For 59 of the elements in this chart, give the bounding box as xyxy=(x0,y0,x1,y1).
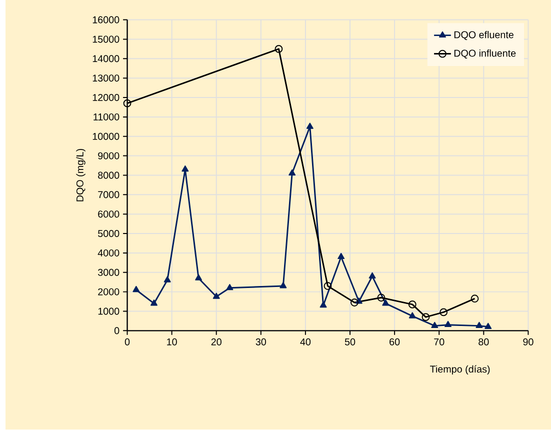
point xyxy=(338,253,345,260)
point xyxy=(182,166,189,172)
legend-label: DQO efluente xyxy=(454,31,514,40)
legend-label: DQO influente xyxy=(454,50,516,59)
point xyxy=(320,302,327,308)
point xyxy=(195,274,202,281)
y-tick-label: 10000 xyxy=(92,133,120,140)
point xyxy=(306,122,314,130)
point xyxy=(382,300,390,306)
point xyxy=(132,286,140,292)
y-tick-label: 9000 xyxy=(98,152,120,160)
y-tick-label: 15000 xyxy=(92,36,120,43)
point xyxy=(440,308,448,316)
y-tick-label: 7000 xyxy=(98,191,120,198)
x-tick-label: 10 xyxy=(167,338,177,346)
x-tick-label: 20 xyxy=(211,338,222,346)
x-tick-label: 30 xyxy=(256,338,266,346)
x-axis-title: Tiempo (días) xyxy=(430,365,490,375)
x-tick-label: 50 xyxy=(344,338,356,346)
point xyxy=(408,312,416,318)
y-tick-label: 6000 xyxy=(98,210,120,218)
y-tick-label: 0 xyxy=(114,327,120,334)
point xyxy=(164,276,171,283)
point xyxy=(476,322,483,328)
point xyxy=(408,300,416,309)
y-tick-label: 16000 xyxy=(92,16,120,24)
point xyxy=(150,300,158,306)
point xyxy=(212,292,220,300)
point xyxy=(123,100,132,108)
point xyxy=(422,313,430,322)
point xyxy=(324,282,332,290)
x-tick-label: 80 xyxy=(478,338,489,346)
point xyxy=(484,322,492,330)
y-tick-label: 2000 xyxy=(98,288,120,296)
point xyxy=(431,322,438,328)
y-tick-label: 5000 xyxy=(98,230,120,238)
y-tick-label: 1000 xyxy=(98,308,120,315)
point xyxy=(377,294,386,302)
point xyxy=(274,45,283,54)
y-tick-label: 11000 xyxy=(94,114,120,121)
point xyxy=(350,298,358,307)
point xyxy=(444,321,452,328)
y-tick-label: 13000 xyxy=(92,74,120,82)
point xyxy=(288,170,296,176)
point xyxy=(470,294,479,303)
x-tick-label: 90 xyxy=(523,338,534,346)
point xyxy=(226,284,234,290)
x-tick-label: 40 xyxy=(300,338,311,346)
x-tick-label: 70 xyxy=(434,338,444,346)
y-tick-label: 12000 xyxy=(92,94,120,102)
y-tick-label: 3000 xyxy=(98,269,120,276)
y-tick-label: 8000 xyxy=(98,172,120,179)
point xyxy=(280,282,287,288)
point xyxy=(368,272,376,279)
x-tick-label: 0 xyxy=(124,338,130,346)
y-tick-label: 14000 xyxy=(92,55,120,62)
y-axis-title: DQO (mg/L) xyxy=(76,149,86,202)
y-tick-label: 4000 xyxy=(98,250,120,257)
x-tick-label: 60 xyxy=(390,338,400,346)
